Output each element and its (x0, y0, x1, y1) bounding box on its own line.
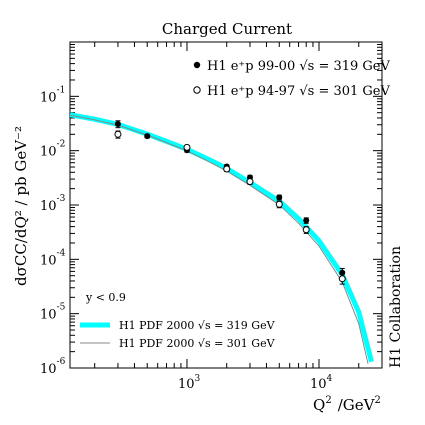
x-tick-label: 104 (310, 374, 333, 392)
y-tick-label-exp: -2 (57, 140, 66, 150)
curves-legend: H1 PDF 2000 √s = 319 GeV H1 PDF 2000 √s … (80, 319, 276, 350)
legend-series-1: H1 e⁺p 99-00 √s = 319 GeV (207, 59, 390, 74)
data-point-open (338, 275, 346, 283)
data-point-open (246, 178, 254, 186)
x-tick-label: 103 (178, 374, 201, 392)
cut-label: y < 0.9 (85, 291, 126, 304)
x-tick-label-base: 10 (178, 377, 195, 392)
y-tick-label: 10-4 (40, 248, 66, 268)
data-point-open (275, 200, 283, 208)
y-tick-label: 10-2 (40, 140, 65, 160)
data-point-open (302, 226, 310, 234)
y-tick-label-base: 10 (40, 145, 57, 160)
legend-series-2: H1 e⁺p 94-97 √s = 301 GeV (207, 84, 390, 99)
data-points (114, 120, 346, 285)
data-point-filled (114, 120, 121, 127)
y-tick-label-exp: -1 (57, 85, 66, 95)
y-tick-label: 10-5 (40, 303, 66, 323)
y-tick-label-base: 10 (40, 253, 57, 268)
data-point-filled (276, 194, 283, 201)
legend-filled-marker (193, 61, 201, 69)
y-axis-label: dσCC/dQ² / pb GeV⁻² (12, 126, 30, 286)
legend-curve-2: H1 PDF 2000 √s = 301 GeV (119, 337, 276, 350)
points-legend: H1 e⁺p 99-00 √s = 319 GeV H1 e⁺p 94-97 √… (193, 59, 390, 99)
x-axis-label-unit-sup: 2 (374, 395, 380, 406)
y-tick-label-exp: -6 (57, 357, 66, 367)
y-tick-label-base: 10 (40, 90, 57, 105)
x-axis-label-unit: /GeV (338, 396, 376, 414)
data-point-open (183, 143, 191, 151)
x-tick-label-exp: 4 (327, 374, 333, 384)
x-tick-label-base: 10 (310, 377, 327, 392)
y-tick-label-exp: -5 (57, 303, 66, 313)
data-point-open (114, 130, 122, 138)
y-tick-label: 10-1 (40, 85, 65, 105)
y-tick-label-exp: -3 (57, 194, 66, 204)
legend-curve-1: H1 PDF 2000 √s = 319 GeV (119, 319, 276, 332)
data-point-open (223, 165, 231, 173)
y-tick-label-base: 10 (40, 308, 57, 323)
data-point-filled (144, 133, 151, 140)
legend-open-marker (193, 86, 201, 94)
y-tick-label: 10-6 (40, 357, 66, 377)
x-axis-label: Q2/GeV2 (313, 395, 381, 414)
y-tick-label: 10-3 (40, 194, 66, 214)
chart-title: Charged Current (162, 20, 292, 38)
x-axis-label-main: Q (313, 396, 325, 414)
x-axis-label-sup: 2 (325, 395, 331, 406)
y-tick-label-base: 10 (40, 199, 57, 214)
y-tick-label-base: 10 (40, 362, 57, 377)
y-tick-label-exp: -4 (57, 248, 66, 258)
collaboration-label: H1 Collaboration (388, 246, 404, 368)
x-tick-label-exp: 3 (195, 374, 201, 384)
data-point-filled (303, 217, 310, 224)
